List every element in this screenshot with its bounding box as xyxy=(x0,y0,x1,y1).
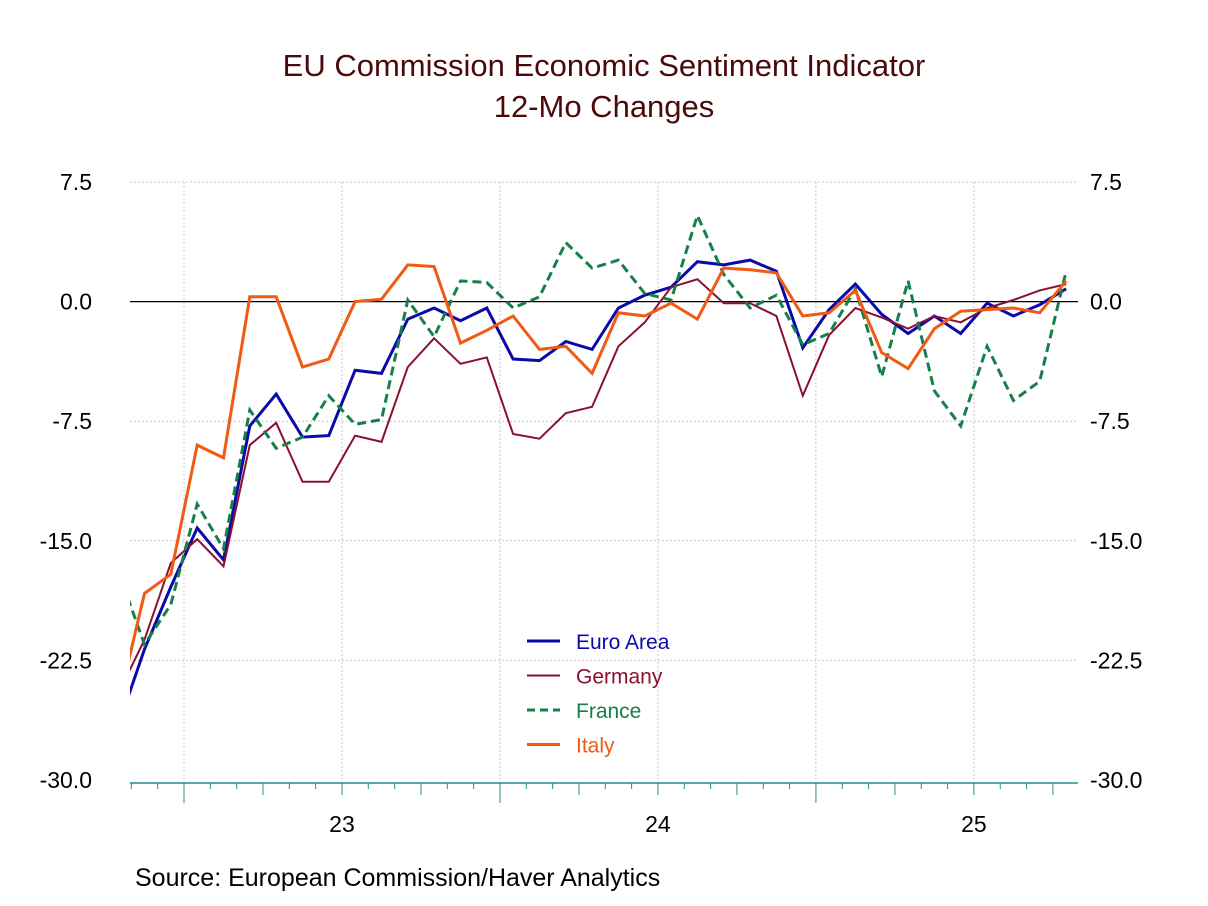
x-tick-label: 25 xyxy=(961,811,987,837)
legend-label: Germany xyxy=(576,666,663,689)
y-tick-label-left: -30.0 xyxy=(40,767,92,793)
series-group xyxy=(130,211,1068,697)
series-line-germany xyxy=(130,278,1067,672)
y-tick-label-right: -15.0 xyxy=(1090,528,1142,554)
x-tick-label: 23 xyxy=(329,811,355,837)
chart-title: EU Commission Economic Sentiment Indicat… xyxy=(282,48,926,83)
y-tick-label-left: -15.0 xyxy=(40,528,92,554)
y-tick-label-right: -22.5 xyxy=(1090,647,1142,673)
legend: Euro Area Germany France Italy xyxy=(527,631,670,758)
y-tick-label-right: -7.5 xyxy=(1090,408,1130,434)
chart-subtitle: 12-Mo Changes xyxy=(493,89,715,124)
series-line-euro-area xyxy=(130,258,1067,697)
y-tick-label-left: -7.5 xyxy=(52,408,92,434)
y-tick-label-left: -22.5 xyxy=(40,647,92,673)
series-line-france xyxy=(130,211,1068,648)
legend-label: Italy xyxy=(576,735,615,758)
grid xyxy=(130,181,1078,780)
series-line-italy xyxy=(130,263,1068,662)
legend-label: France xyxy=(576,700,641,723)
y-tick-label-left: 0.0 xyxy=(60,289,92,315)
y-tick-label-right: 0.0 xyxy=(1090,289,1122,315)
axes: 7.5 7.5 0.0 0.0 -7.5 -7.5 -15.0 -15.0 -22.5 -22.5… xyxy=(40,169,1143,837)
source-note: Source: European Commission/Haver Analyt… xyxy=(135,864,661,892)
y-tick-label-right: -30.0 xyxy=(1090,767,1142,793)
y-tick-label-left: 7.5 xyxy=(60,169,92,195)
legend-label: Euro Area xyxy=(576,631,670,654)
y-tick-label-right: 7.5 xyxy=(1090,169,1122,195)
x-tick-label: 24 xyxy=(645,811,671,837)
